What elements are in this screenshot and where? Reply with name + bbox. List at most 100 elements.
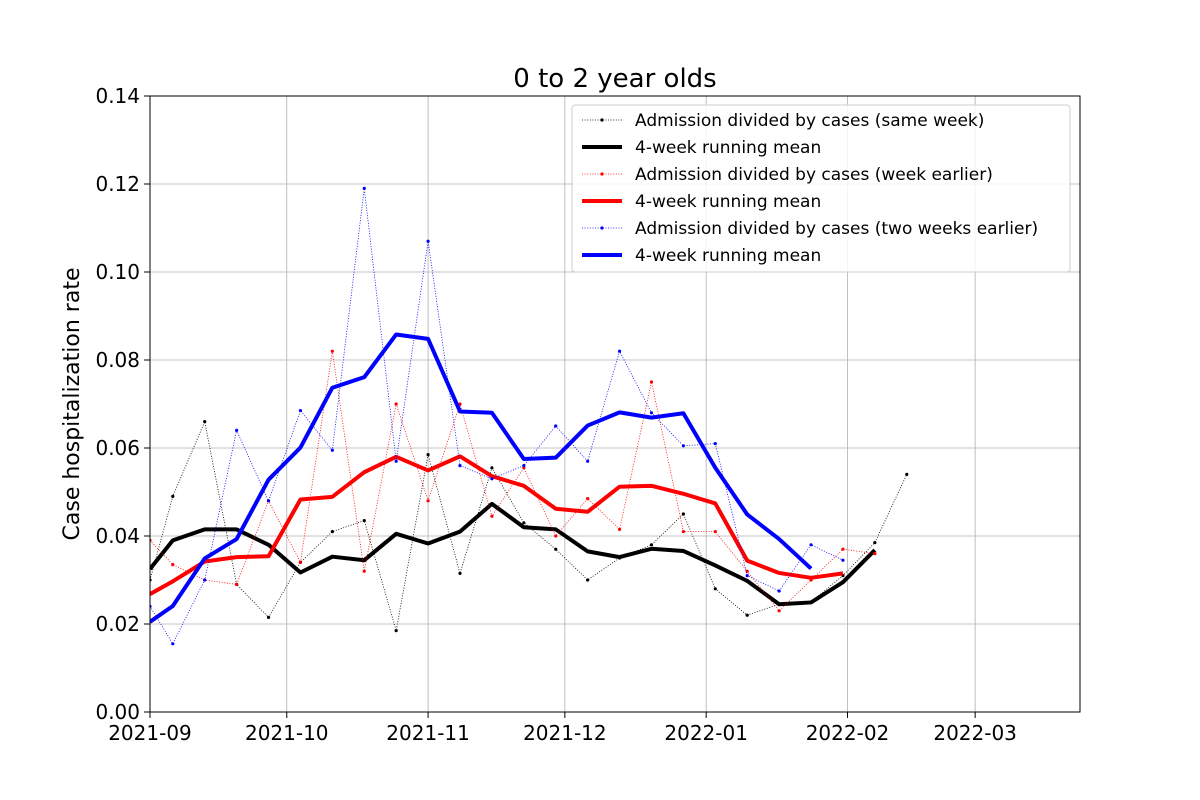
data-point xyxy=(362,519,366,523)
data-point xyxy=(330,448,334,452)
legend-marker xyxy=(600,172,604,176)
data-point xyxy=(171,563,175,567)
data-point xyxy=(586,497,590,501)
legend-label: Admission divided by cases (week earlier… xyxy=(635,165,993,185)
data-point xyxy=(458,464,462,468)
x-tick-label: 2022-03 xyxy=(933,721,1017,745)
data-point xyxy=(171,494,175,498)
data-point xyxy=(713,530,717,534)
data-point xyxy=(554,547,558,551)
data-point xyxy=(554,534,558,538)
data-point xyxy=(362,186,366,190)
legend: Admission divided by cases (same week) 4-… xyxy=(571,104,1071,273)
data-point xyxy=(873,552,877,556)
legend-marker xyxy=(600,226,604,230)
data-point xyxy=(203,420,207,424)
data-point xyxy=(745,569,749,573)
series-1 xyxy=(150,501,877,607)
data-point xyxy=(298,560,303,565)
y-tick-label: 0.10 xyxy=(95,260,140,284)
y-tick-label: 0.00 xyxy=(95,700,140,724)
data-point xyxy=(809,543,813,547)
y-tick-label: 0.14 xyxy=(95,84,140,108)
series-line xyxy=(150,332,813,624)
data-point xyxy=(266,615,271,620)
legend-label: 4-week running mean xyxy=(635,246,821,266)
data-point xyxy=(522,464,526,468)
x-tick-label: 2021-10 xyxy=(245,721,329,745)
data-point xyxy=(490,514,494,518)
data-point xyxy=(235,428,239,432)
legend-box xyxy=(571,104,1071,273)
data-point xyxy=(777,609,781,613)
x-tick-label: 2022-01 xyxy=(664,721,748,745)
data-point xyxy=(745,574,749,578)
data-point xyxy=(522,521,526,525)
data-point xyxy=(458,571,462,576)
series-line xyxy=(150,454,844,596)
data-point xyxy=(649,543,654,547)
legend-item: Admission divided by cases (week earlier… xyxy=(582,165,993,185)
data-point xyxy=(617,349,622,353)
data-point xyxy=(617,527,622,532)
data-point xyxy=(681,444,685,448)
data-point xyxy=(426,453,430,457)
data-point xyxy=(266,499,271,503)
data-point xyxy=(681,530,685,534)
series-3 xyxy=(150,454,844,596)
data-point xyxy=(649,380,654,384)
legend-label: 4-week running mean xyxy=(635,138,821,158)
y-tick-label: 0.06 xyxy=(95,436,140,460)
data-point xyxy=(298,409,303,413)
data-point xyxy=(235,582,239,587)
data-point xyxy=(873,541,877,545)
data-point xyxy=(649,411,654,415)
data-point xyxy=(777,589,781,593)
plot-frame xyxy=(149,95,1081,713)
series-layer xyxy=(150,186,909,646)
axis-ticks: 0.00 0.02 0.04 0.06 0.08 0.10 0.12 0.14 2021-09 2… xyxy=(95,84,1016,745)
series-line xyxy=(150,501,877,607)
data-point xyxy=(490,477,494,481)
y-tick-label: 0.12 xyxy=(95,172,140,196)
y-tick-label: 0.08 xyxy=(95,348,140,372)
legend-item: 4-week running mean xyxy=(582,246,821,266)
series-5 xyxy=(150,332,813,624)
data-point xyxy=(330,530,334,534)
data-point xyxy=(394,402,398,406)
data-point xyxy=(171,642,175,646)
data-point xyxy=(522,466,526,470)
data-point xyxy=(586,459,590,463)
data-point xyxy=(426,239,430,243)
legend-item: 4-week running mean xyxy=(582,192,821,212)
y-tick-label: 0.04 xyxy=(95,524,140,548)
x-tick-label: 2021-11 xyxy=(386,721,470,745)
data-point xyxy=(490,466,494,470)
data-point xyxy=(586,578,590,582)
x-tick-label: 2021-12 xyxy=(523,721,607,745)
x-tick-label: 2021-09 xyxy=(108,721,192,745)
data-point xyxy=(713,442,717,446)
legend-label: Admission divided by cases (same week) xyxy=(635,111,984,131)
data-point xyxy=(554,424,558,428)
legend-marker xyxy=(600,118,604,122)
data-point xyxy=(426,499,430,503)
data-point xyxy=(681,512,685,516)
data-point xyxy=(362,569,366,573)
legend-item: 4-week running mean xyxy=(582,138,821,158)
y-tick-label: 0.02 xyxy=(95,612,140,636)
data-point xyxy=(713,587,717,591)
data-point xyxy=(203,578,207,582)
x-tick-label: 2022-02 xyxy=(806,721,890,745)
data-point xyxy=(330,349,334,353)
legend-label: 4-week running mean xyxy=(635,192,821,212)
data-point xyxy=(841,547,845,551)
legend-label: Admission divided by cases (two weeks ea… xyxy=(635,219,1038,239)
data-point xyxy=(841,558,845,562)
legend-item: Admission divided by cases (same week) xyxy=(582,111,984,131)
legend-item: Admission divided by cases (two weeks ea… xyxy=(582,219,1038,239)
y-axis-label: Case hospitalization rate xyxy=(60,268,85,541)
data-point xyxy=(394,459,398,463)
data-point xyxy=(394,629,398,633)
